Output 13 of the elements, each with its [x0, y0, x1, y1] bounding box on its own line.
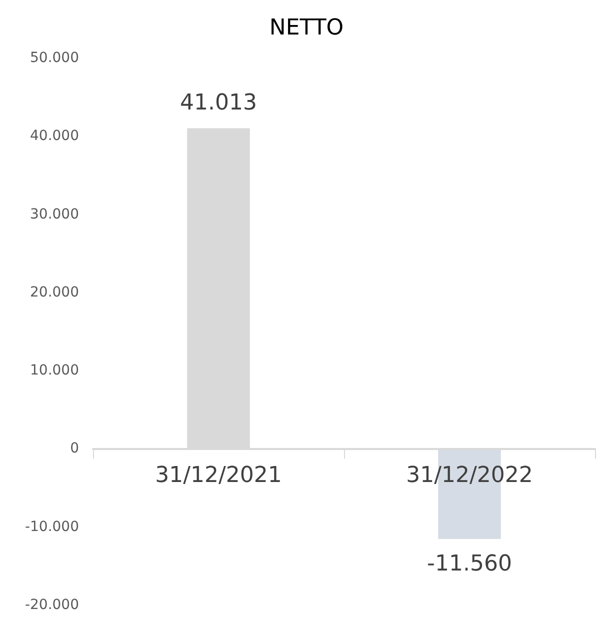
y-tick-label: -20.000: [24, 597, 79, 613]
y-tick-label: 20.000: [30, 284, 79, 300]
chart-title: NETTO: [269, 16, 344, 40]
y-tick-label: 30.000: [30, 206, 79, 222]
data-label: 41.013: [180, 90, 257, 116]
y-tick-label: 0: [70, 440, 79, 457]
data-label: -11.560: [427, 552, 512, 577]
y-tick-label: -10.000: [24, 518, 79, 535]
y-tick-label: 50.000: [30, 50, 79, 66]
x-tick-label: 31/12/2022: [406, 463, 533, 488]
y-tick-label: 10.000: [30, 362, 79, 379]
y-tick-label: 40.000: [30, 128, 79, 144]
x-tick-label: 31/12/2021: [155, 463, 282, 488]
